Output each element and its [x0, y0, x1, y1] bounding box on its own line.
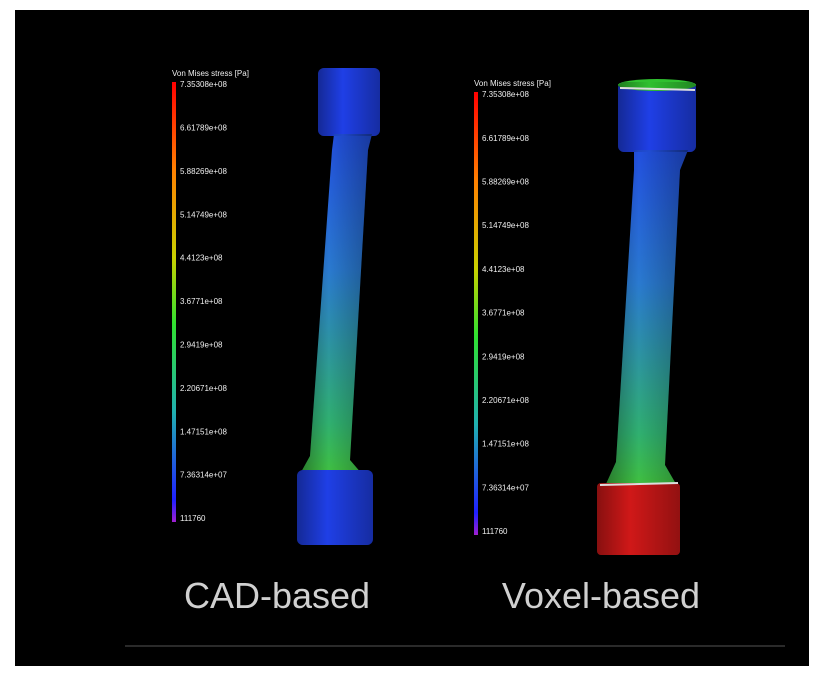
legend-tick: 2.20671e+08 — [482, 396, 529, 405]
legend-tick: 4.4123e+08 — [180, 254, 223, 263]
legend-tick: 5.14749e+08 — [482, 221, 529, 230]
color-bar — [172, 82, 176, 522]
legend-tick: 4.4123e+08 — [482, 265, 525, 274]
legend-tick: 6.61789e+08 — [482, 134, 529, 143]
legend-tick: 2.9419e+08 — [482, 352, 525, 361]
legend-tick: 3.6771e+08 — [180, 297, 223, 306]
legend-tick: 7.35308e+08 — [482, 90, 529, 99]
legend-tick: 111760 — [180, 514, 206, 523]
caption: Voxel-based — [502, 575, 700, 616]
legend-tick: 1.47151e+08 — [482, 440, 529, 449]
legend-tick: 7.36314e+07 — [180, 471, 227, 480]
slide: Von Mises stress [Pa] 7.35308e+08 6.61789e… — [0, 0, 821, 673]
color-bar — [474, 92, 478, 535]
legend-tick: 2.9419e+08 — [180, 341, 223, 350]
legend-tick: 5.14749e+08 — [180, 210, 227, 219]
caption: CAD-based — [184, 575, 370, 616]
legend-tick: 2.20671e+08 — [180, 384, 227, 393]
legend-tick: 6.61789e+08 — [180, 124, 227, 133]
legend-tick: 111760 — [482, 527, 508, 536]
page: {"panels": [ {"legend_title": "Von Mises… — [0, 0, 821, 673]
legend-tick: 7.36314e+07 — [482, 483, 529, 492]
legend-tick: 3.6771e+08 — [482, 309, 525, 318]
legend-tick: 1.47151e+08 — [180, 427, 227, 436]
legend-tick: 5.88269e+08 — [180, 167, 227, 176]
legend-tick: 7.35308e+08 — [180, 80, 227, 89]
legend-title: Von Mises stress [Pa] — [474, 79, 551, 88]
legend-tick: 5.88269e+08 — [482, 178, 529, 187]
legend-title: Von Mises stress [Pa] — [172, 69, 249, 78]
